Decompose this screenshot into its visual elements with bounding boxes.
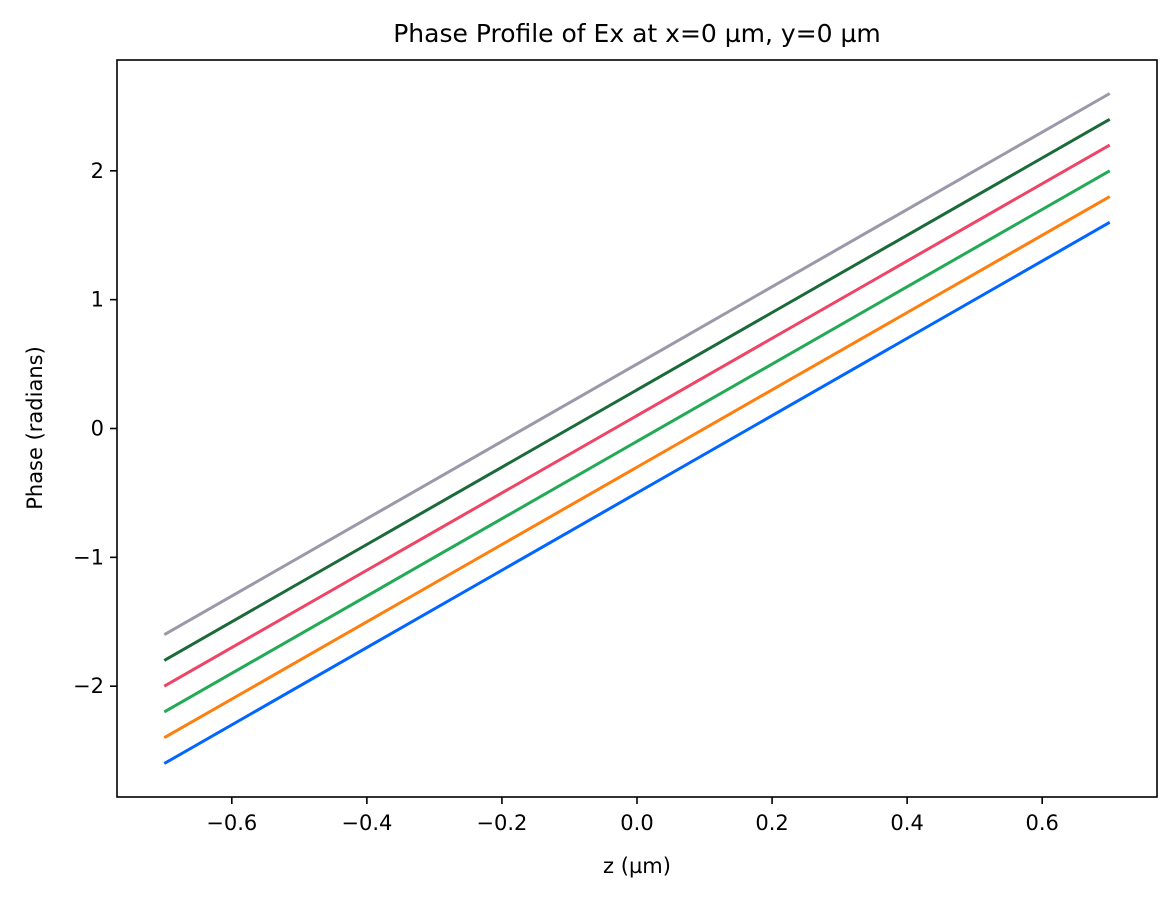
x-tick-label: −0.4 [341,811,392,835]
series-line-5 [163,117,1111,662]
x-tick-label: 0.0 [620,811,653,835]
x-tick-label: −0.2 [476,811,527,835]
x-tick-label: 0.4 [890,811,923,835]
x-axis-label: z (µm) [603,854,671,878]
x-tick-label: −0.6 [206,811,257,835]
series-line-1 [163,221,1111,765]
series-group [163,92,1111,765]
y-tick-label: −1 [73,545,104,569]
y-tick-label: 0 [91,417,104,441]
series-line-2 [163,195,1111,740]
series-line-4 [163,143,1111,688]
y-axis: −2 −1 0 1 2 [73,159,117,698]
y-axis-label: Phase (radians) [23,346,47,510]
plot-area-frame [116,59,1158,798]
y-tick-label: −2 [73,674,104,698]
series-line-3 [163,169,1111,714]
y-tick-label: 2 [91,159,104,183]
x-tick-label: 0.6 [1025,811,1058,835]
chart-title: Phase Profile of Ex at x=0 µm, y=0 µm [393,19,881,48]
x-tick-label: 0.2 [755,811,788,835]
x-axis: −0.6 −0.4 −0.2 0.0 0.2 0.4 0.6 [206,797,1059,835]
series-line-6 [163,92,1111,636]
y-tick-label: 1 [91,288,104,312]
